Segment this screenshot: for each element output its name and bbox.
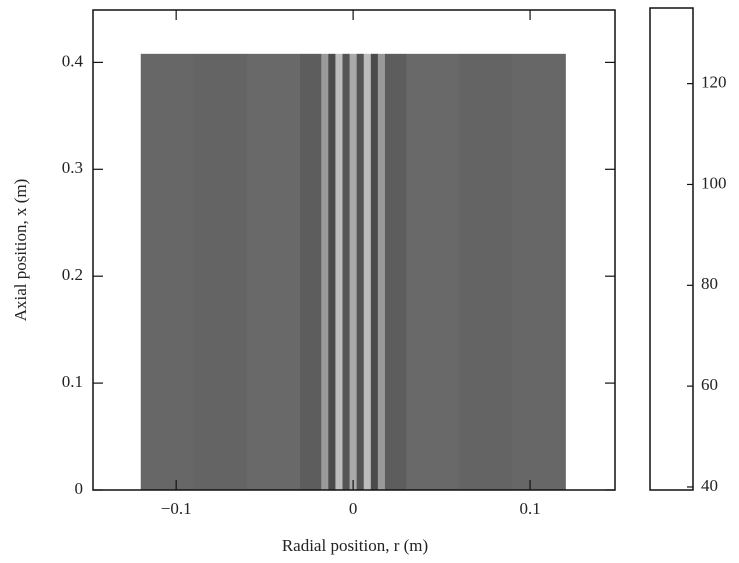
heatmap-cell [384, 53, 407, 490]
x-tick-label: 0.1 [519, 499, 540, 518]
y-tick-label: 0.4 [62, 51, 84, 70]
heatmap-cell [140, 53, 195, 490]
heatmap-cell [459, 53, 513, 490]
heatmap-cell [356, 53, 365, 490]
heatmap-cell [335, 53, 343, 490]
heatmap-cell [342, 53, 350, 490]
heatmap-cell [328, 53, 336, 490]
heatmap-cell [193, 53, 248, 490]
heatmap-cell [300, 53, 322, 490]
x-tick-label: −0.1 [161, 499, 192, 518]
y-axis-label: Axial position, x (m) [11, 179, 30, 322]
heatmap-cell [512, 53, 566, 490]
y-tick-label: 0.2 [62, 265, 83, 284]
colorbar [649, 7, 694, 491]
plot-frame [92, 9, 616, 491]
heatmap-cell [321, 53, 329, 490]
heatmap-cell [377, 53, 386, 490]
colorbar-tick-label: 80 [701, 274, 718, 293]
heatmap-cell [246, 53, 301, 490]
y-tick-label: 0.3 [62, 158, 83, 177]
colorbar-tick-label: 100 [701, 173, 727, 192]
colorbar-tick-label: 120 [701, 73, 727, 92]
x-axis-label: Radial position, r (m) [282, 536, 428, 555]
colorbar-tick-label: 40 [701, 476, 718, 495]
heatmap-cell [370, 53, 379, 490]
y-tick-label: 0.1 [62, 372, 83, 391]
x-tick-label: 0 [349, 499, 358, 518]
y-tick-label: 0 [75, 479, 84, 498]
heatmap-cell [363, 53, 372, 490]
heatmap-cell [406, 53, 460, 490]
colorbar-tick-label: 60 [701, 375, 718, 394]
heatmap-cell [349, 53, 358, 490]
